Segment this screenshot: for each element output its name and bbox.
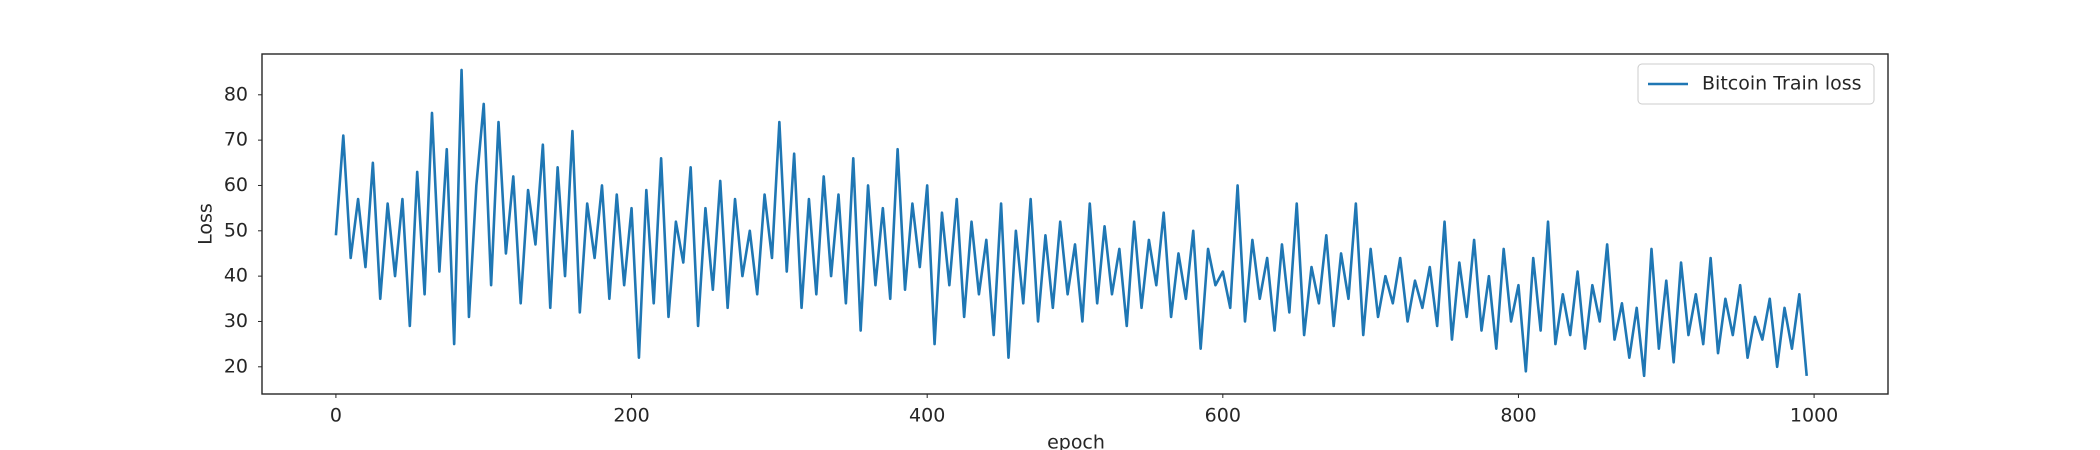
- x-tick-label: 600: [1205, 405, 1241, 427]
- x-axis-label: epoch: [1047, 432, 1105, 450]
- legend-label: Bitcoin Train loss: [1702, 73, 1862, 95]
- plot-frame: [261, 53, 1889, 395]
- y-tick-label: 50: [224, 219, 248, 241]
- y-tick-label: 20: [224, 355, 248, 377]
- y-tick-label: 60: [224, 174, 248, 196]
- legend-box: [1637, 63, 1875, 105]
- y-axis-label: Loss: [195, 203, 217, 245]
- y-tick-label: 30: [224, 310, 248, 332]
- y-tick-label: 40: [224, 265, 248, 287]
- x-tick-label: 800: [1500, 405, 1536, 427]
- x-tick-label: 1000: [1790, 405, 1838, 427]
- x-tick-label: 400: [909, 405, 945, 427]
- y-tick-label: 70: [224, 129, 248, 151]
- x-tick-label: 200: [613, 405, 649, 427]
- x-tick-label: 0: [330, 405, 342, 427]
- line: [334, 68, 1808, 378]
- y-tick-label: 80: [224, 83, 248, 105]
